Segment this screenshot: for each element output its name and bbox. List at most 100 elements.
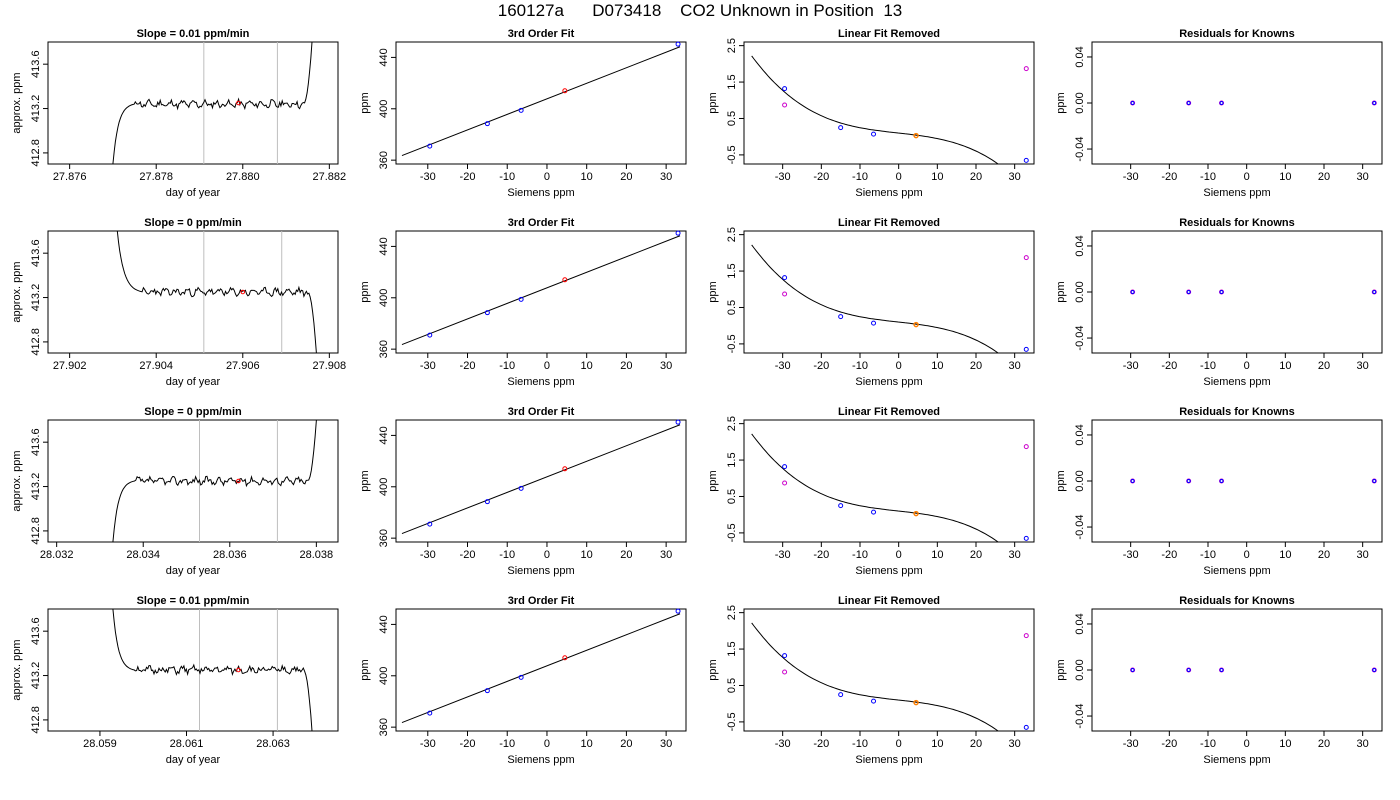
x-axis-label: day of year (166, 754, 221, 766)
x-tick-label: -20 (813, 171, 829, 183)
plot-frame (47, 230, 339, 354)
x-axis-label: Siemens ppm (855, 187, 922, 199)
x-tick-label: 10 (581, 738, 593, 750)
residual-point (1130, 101, 1135, 105)
x-tick-label: 27.902 (53, 360, 87, 372)
y-tick-label: 1.5 (726, 74, 738, 89)
unknown-point (562, 655, 568, 661)
x-tick-label: -30 (775, 171, 791, 183)
x-tick-label: 30 (660, 171, 672, 183)
known-point (675, 41, 681, 47)
x-tick-label: -30 (775, 549, 791, 561)
x-tick-label: 10 (931, 171, 943, 183)
known-point (518, 485, 524, 491)
residual-curve (751, 55, 999, 164)
panel-title: Linear Fit Removed (838, 217, 940, 229)
panel-title: Residuals for Knowns (1179, 28, 1295, 40)
concentration-trace (112, 420, 317, 542)
known-point (782, 653, 788, 659)
residual-point (1372, 101, 1377, 105)
x-tick-label: 28.038 (300, 549, 334, 561)
raw-known-point (782, 291, 788, 297)
unknown-point (562, 277, 568, 283)
x-tick-label: 30 (1357, 738, 1369, 750)
residual-point (1219, 479, 1224, 483)
known-point (871, 509, 877, 515)
y-tick-label: 0.04 (1074, 424, 1086, 445)
fit-curve (401, 235, 681, 346)
y-tick-label: 360 (378, 151, 390, 169)
known-point (838, 125, 844, 131)
known-point (484, 499, 490, 505)
y-axis-label: ppm (707, 470, 719, 491)
raw-known-point (782, 669, 788, 675)
x-tick-label: 0 (1244, 360, 1250, 372)
x-tick-label: -30 (1123, 738, 1139, 750)
x-axis-label: Siemens ppm (855, 754, 922, 766)
x-tick-label: 28.063 (256, 738, 290, 750)
y-tick-label: 0.5 (726, 111, 738, 126)
plot-frame (1091, 41, 1383, 165)
y-tick-label: 0.5 (726, 678, 738, 693)
y-axis-label: ppm (1055, 92, 1067, 113)
y-tick-label: 440 (378, 615, 390, 633)
y-tick-label: 0.04 (1074, 613, 1086, 634)
linear-removed-panel: -30 -20 -10 0 10 20 30 -0.5 0.5 1.5 2.5 Linear Fit … (707, 595, 1035, 766)
y-tick-label: -0.04 (1074, 136, 1086, 161)
time-panel: 28.032 28.034 28.036 28.038 412.8 413.2 413.6 S… (11, 406, 339, 577)
x-tick-label: 10 (1279, 171, 1291, 183)
y-tick-label: 413.2 (30, 473, 42, 501)
known-point (427, 710, 433, 716)
x-axis-label: day of year (166, 376, 221, 388)
x-axis-label: day of year (166, 187, 221, 199)
x-tick-label: 27.906 (226, 360, 260, 372)
unknown-point (913, 699, 919, 706)
plot-frame (395, 41, 687, 165)
y-axis-label: ppm (359, 659, 371, 680)
residual-point (1219, 668, 1224, 672)
x-tick-label: 30 (1009, 549, 1021, 561)
x-tick-label: 0 (896, 549, 902, 561)
x-tick-label: 27.904 (139, 360, 173, 372)
y-axis-label: approx. ppm (11, 261, 23, 322)
y-axis-label: ppm (707, 281, 719, 302)
residual-point (1372, 290, 1377, 294)
x-tick-label: -10 (499, 360, 515, 372)
raw-known-point (1023, 255, 1029, 261)
x-tick-label: 30 (660, 738, 672, 750)
x-tick-label: -20 (813, 549, 829, 561)
raw-known-point (1023, 66, 1029, 72)
y-tick-label: 1.5 (726, 452, 738, 467)
x-tick-label: -30 (775, 738, 791, 750)
y-axis-label: approx. ppm (11, 72, 23, 133)
residual-curve (751, 433, 999, 542)
x-axis-label: Siemens ppm (507, 187, 574, 199)
x-axis-label: Siemens ppm (1203, 754, 1270, 766)
y-tick-label: -0.5 (726, 334, 738, 353)
x-tick-label: -10 (852, 738, 868, 750)
plot-frame (47, 41, 339, 165)
mean-point (236, 478, 241, 484)
linear-removed-panel: -30 -20 -10 0 10 20 30 -0.5 0.5 1.5 2.5 Linear Fit … (707, 28, 1035, 199)
y-tick-label: 440 (378, 237, 390, 255)
fit-curve (401, 46, 681, 157)
x-axis-label: Siemens ppm (855, 565, 922, 577)
panel-title: Slope = 0.01 ppm/min (137, 28, 250, 40)
x-tick-label: 10 (931, 549, 943, 561)
y-tick-label: 412.8 (30, 328, 42, 356)
y-tick-label: 400 (378, 289, 390, 307)
unknown-point (562, 466, 568, 472)
x-tick-label: 0 (544, 738, 550, 750)
x-tick-label: 27.878 (139, 171, 173, 183)
x-tick-label: 30 (1357, 360, 1369, 372)
y-tick-label: 413.6 (30, 239, 42, 267)
time-panel: 27.902 27.904 27.906 27.908 412.8 413.2 413.6 S… (11, 217, 346, 388)
residual-point (1130, 668, 1135, 672)
y-tick-label: 0.5 (726, 489, 738, 504)
y-tick-label: 413.6 (30, 428, 42, 456)
plot-frame (743, 608, 1035, 732)
known-point (427, 332, 433, 338)
x-tick-label: 20 (620, 549, 632, 561)
time-panel: 27.876 27.878 27.880 27.882 412.8 413.2 413.6 S… (11, 28, 346, 199)
known-point (675, 419, 681, 425)
